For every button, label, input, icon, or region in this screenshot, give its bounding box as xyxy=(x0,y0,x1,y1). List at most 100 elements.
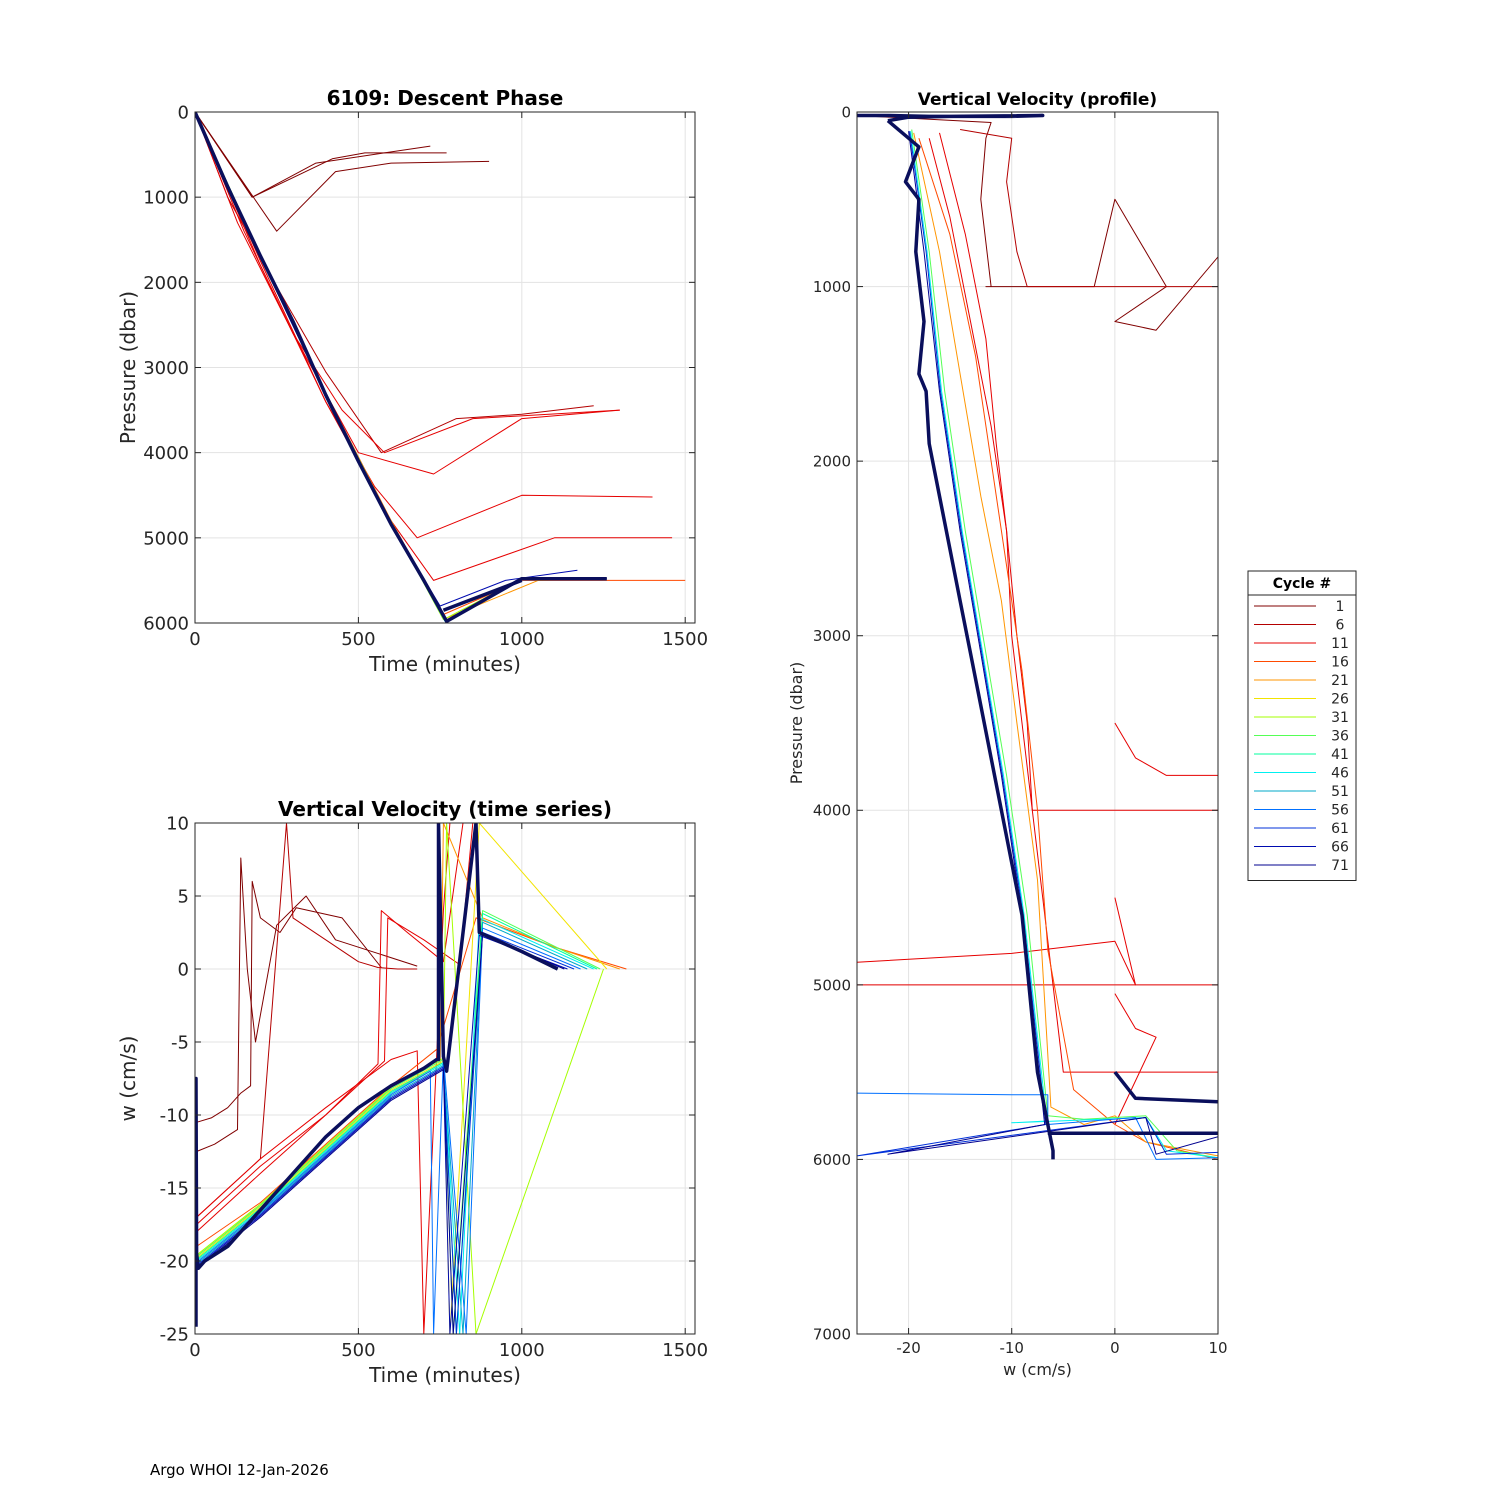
y-axis-label: w (cm/s) xyxy=(116,1036,140,1122)
axes-box xyxy=(856,111,1219,1335)
chart-title: Vertical Velocity (time series) xyxy=(278,797,612,821)
x-tick-label: -20 xyxy=(896,1339,921,1357)
legend-label-16: 16 xyxy=(1331,655,1349,671)
y-tick-label: 5000 xyxy=(813,976,851,994)
chart-ts: 0 500 1000 1500 10 5 0 -5 -10 -15 -20 -25 Vertical V… xyxy=(116,797,708,1387)
series-line-1c xyxy=(195,112,490,232)
legend-label-11: 11 xyxy=(1331,636,1349,652)
x-tick-label: 500 xyxy=(341,629,375,650)
series-line-6 xyxy=(196,823,418,1218)
x-tick-label: 500 xyxy=(341,1340,375,1361)
series-line-11c xyxy=(195,112,653,539)
footer-credit: Argo WHOI 12-Jan-2026 xyxy=(150,1461,329,1479)
series-group xyxy=(857,113,1218,1160)
series-line-highlight xyxy=(195,112,607,623)
y-tick-label: 2000 xyxy=(813,453,851,471)
y-tick-label: -25 xyxy=(160,1324,189,1345)
series-line-highlight-return xyxy=(442,578,523,612)
series-line-61 xyxy=(857,131,1218,1157)
series-line-71 xyxy=(887,131,1218,1155)
y-tick-label: 0 xyxy=(178,959,189,980)
y-axis-label: Pressure (dbar) xyxy=(787,662,806,785)
series-line-66 xyxy=(196,934,568,1334)
y-tick-label: 5 xyxy=(178,886,189,907)
series-line-71 xyxy=(196,933,565,1334)
series-line-36 xyxy=(911,129,1218,1159)
series-line-6 xyxy=(960,129,1218,288)
y-tick-label: 4000 xyxy=(813,802,851,820)
legend-label-56: 56 xyxy=(1331,803,1349,819)
x-axis-label: Time (minutes) xyxy=(368,1363,521,1387)
tick-marks xyxy=(857,111,1219,1335)
tick-marks xyxy=(194,822,695,1335)
y-tick-label: 4000 xyxy=(143,443,189,464)
y-tick-label: 0 xyxy=(841,103,851,121)
y-tick-label: 5000 xyxy=(143,528,189,549)
tick-marks xyxy=(194,111,695,624)
series-line-1a xyxy=(196,880,382,1123)
series-line-highlight xyxy=(886,119,1055,1160)
series-group xyxy=(195,823,627,1334)
x-tick-label: 10 xyxy=(1208,1339,1227,1357)
plot-area xyxy=(857,112,1218,1334)
legend-label-21: 21 xyxy=(1331,673,1349,689)
series-line-51 xyxy=(196,921,588,1334)
x-tick-label: 1500 xyxy=(662,1340,708,1361)
y-tick-label: 6000 xyxy=(143,613,189,634)
series-line-1b xyxy=(196,857,418,1152)
y-tick-label: 1000 xyxy=(143,188,189,209)
series-line-highlight xyxy=(195,823,559,1327)
series-line-16 xyxy=(918,138,1218,1160)
x-tick-label: 1500 xyxy=(662,629,708,650)
axes-box xyxy=(194,822,696,1335)
x-tick-label: 0 xyxy=(189,629,200,650)
legend-label-41: 41 xyxy=(1331,747,1349,763)
y-tick-label: 6000 xyxy=(813,1151,851,1169)
chart-title: 6109: Descent Phase xyxy=(327,86,564,110)
series-line-surface-spike xyxy=(857,113,1045,123)
series-line-21 xyxy=(913,132,1218,1157)
y-tick-label: 0 xyxy=(178,102,189,123)
series-line-11b xyxy=(196,823,474,1225)
x-axis-label: Time (minutes) xyxy=(368,652,521,676)
legend-label-46: 46 xyxy=(1331,766,1349,782)
y-tick-label: 1000 xyxy=(813,278,851,296)
legend-label-31: 31 xyxy=(1331,710,1349,726)
legend-label-71: 71 xyxy=(1331,858,1349,874)
y-tick-label: -10 xyxy=(160,1105,189,1126)
legend-label-61: 61 xyxy=(1331,821,1349,837)
series-line-11b xyxy=(195,112,620,475)
series-group xyxy=(195,112,686,623)
x-tick-label: 0 xyxy=(1110,1339,1120,1357)
series-line-11b xyxy=(939,132,1218,811)
series-line-11a xyxy=(195,112,620,454)
legend-box xyxy=(1247,570,1357,881)
x-tick-label: 0 xyxy=(189,1340,200,1361)
legend-title: Cycle # xyxy=(1273,576,1332,592)
y-tick-label: -15 xyxy=(160,1178,189,1199)
y-tick-label: 2000 xyxy=(143,273,189,294)
series-line-56 xyxy=(196,927,581,1334)
y-tick-label: 3000 xyxy=(143,358,189,379)
series-line-11e xyxy=(1114,722,1218,776)
y-tick-label: -5 xyxy=(171,1032,189,1053)
x-axis-label: w (cm/s) xyxy=(1003,1360,1072,1379)
x-tick-label: 1000 xyxy=(499,629,545,650)
y-axis-label: Pressure (dbar) xyxy=(116,291,140,444)
legend-label-1: 1 xyxy=(1336,599,1345,615)
legend-label-66: 66 xyxy=(1331,840,1349,856)
x-tick-label: 1000 xyxy=(499,1340,545,1361)
y-tick-label: 3000 xyxy=(813,627,851,645)
y-tick-label: 10 xyxy=(166,813,189,834)
y-tick-label: 7000 xyxy=(813,1325,851,1343)
y-tick-label: -20 xyxy=(160,1251,189,1272)
chart-descent: 0 500 1000 1500 0 1000 2000 3000 4000 5000 6000 610… xyxy=(116,86,708,676)
legend-label-6: 6 xyxy=(1336,618,1345,634)
chart-title: Vertical Velocity (profile) xyxy=(918,90,1157,110)
x-tick-label: -10 xyxy=(999,1339,1024,1357)
grid xyxy=(194,822,695,1335)
series-line-highlight-bottom xyxy=(1113,1071,1218,1104)
series-line-11c xyxy=(857,897,1136,986)
